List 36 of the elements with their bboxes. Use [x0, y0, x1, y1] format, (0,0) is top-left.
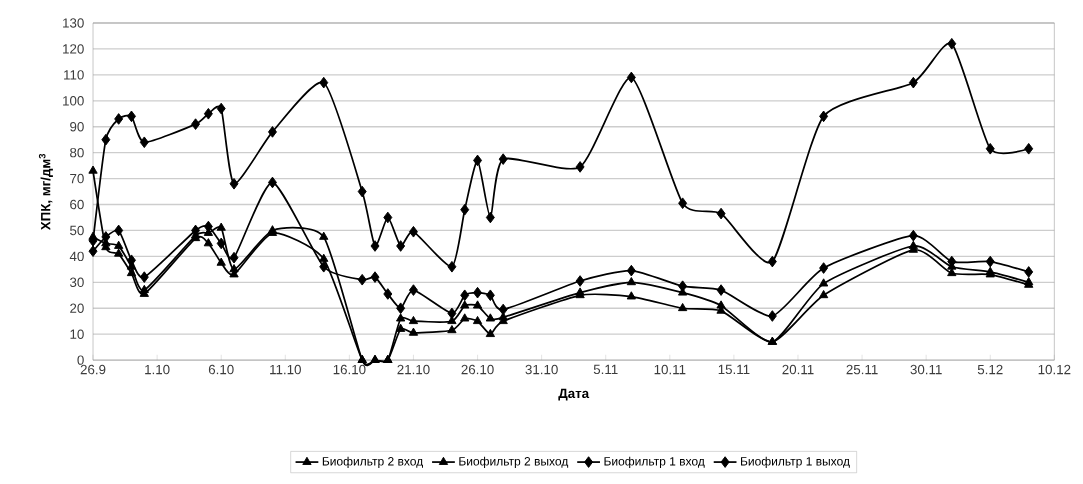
legend-label: Биофильтр 1 выход [741, 456, 850, 468]
x-tick-label: 25.11 [846, 364, 878, 375]
y-tick-label: 110 [64, 70, 84, 80]
x-tick-label: 26.9 [80, 364, 106, 375]
y-tick-label: 50 [70, 225, 84, 236]
legend-label: Биофильтр 2 вход [322, 456, 423, 468]
x-tick-label: 10.12 [1038, 364, 1071, 375]
x-tick-label: 16.10 [333, 364, 366, 375]
legend-label: Биофильтр 2 выход [459, 456, 569, 468]
y-tick-label: 0 [77, 355, 84, 365]
x-tick-label: 30.11 [910, 364, 942, 375]
y-tick-label: 40 [69, 251, 84, 262]
y-axis-title: ХПК, мг/дм$^{3}$ [38, 153, 53, 231]
x-tick-label: 15.11 [718, 364, 750, 375]
y-tick-label: 70 [70, 173, 84, 184]
y-tick-label: 90 [70, 121, 84, 132]
x-axis-title: Дата [558, 388, 590, 401]
x-tick-label: 26.10 [461, 364, 494, 375]
y-tick-label: 130 [63, 18, 84, 28]
y-tick-label: 20 [70, 303, 84, 313]
x-tick-label: 11.10 [270, 364, 301, 375]
y-tick-label: 100 [63, 96, 84, 106]
x-tick-label: 21.10 [397, 364, 430, 375]
y-tick-label: 120 [63, 44, 84, 54]
y-tick-label: 30 [69, 277, 84, 287]
x-tick-label: 10.11 [654, 364, 686, 375]
legend-label: Биофильтр 1 вход [604, 456, 705, 468]
x-tick-label: 5.12 [977, 364, 1003, 375]
x-tick-label: 1.10 [145, 364, 170, 375]
x-tick-label: 5.11 [593, 364, 618, 375]
x-tick-label: 20.11 [782, 364, 814, 375]
y-tick-label: 80 [70, 147, 84, 158]
y-tick-label: 10 [70, 329, 84, 339]
x-tick-label: 6.10 [208, 364, 234, 375]
y-tick-label: 60 [70, 199, 84, 210]
x-tick-label: 31.10 [525, 364, 558, 375]
